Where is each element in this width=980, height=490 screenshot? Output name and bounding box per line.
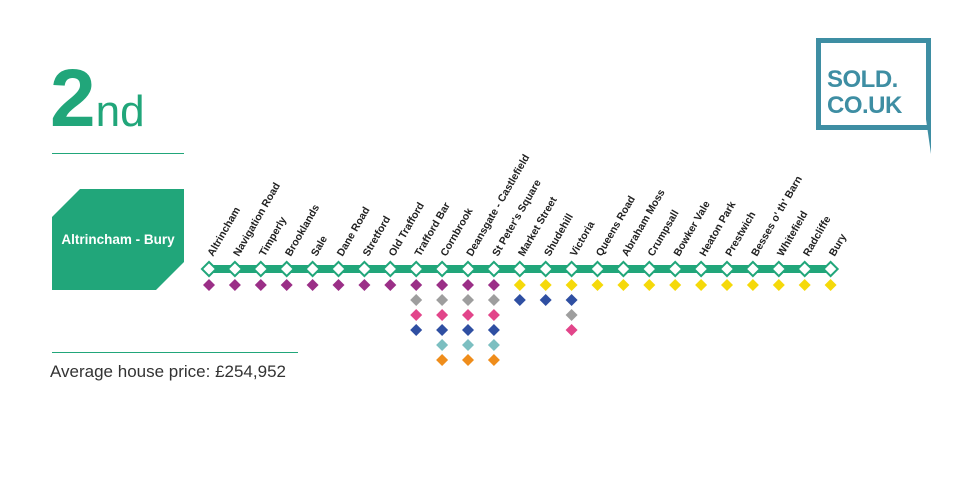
station-marker <box>744 260 762 278</box>
connection-yellow-marker <box>798 279 811 291</box>
connection-purple-marker <box>306 279 319 291</box>
station-marker <box>537 260 555 278</box>
connection-orange-marker <box>436 354 449 366</box>
connection-yellow-marker <box>695 279 708 291</box>
connection-orange-marker <box>487 354 500 366</box>
line-badge: Altrincham - Bury <box>52 189 184 290</box>
station-marker <box>770 260 788 278</box>
station-label: Bury <box>827 232 849 259</box>
station-marker <box>614 260 632 278</box>
connection-blue-marker <box>436 324 449 336</box>
connection-purple-marker <box>487 279 500 291</box>
rank-number: 2 <box>50 53 96 144</box>
connection-teal-marker <box>436 339 449 351</box>
connection-purple-marker <box>384 279 397 291</box>
connection-pink-marker <box>436 309 449 321</box>
connection-blue-marker <box>513 294 526 306</box>
station-marker <box>459 260 477 278</box>
station-marker <box>355 260 373 278</box>
connection-blue-marker <box>487 324 500 336</box>
connection-yellow-marker <box>643 279 656 291</box>
connection-purple-marker <box>228 279 241 291</box>
connection-teal-marker <box>462 339 474 351</box>
connection-blue-marker <box>462 324 474 336</box>
station-marker <box>822 260 840 278</box>
station-marker <box>433 260 451 278</box>
connection-purple-marker <box>410 279 423 291</box>
station-marker <box>511 260 529 278</box>
station-label: Sale <box>309 234 330 259</box>
station-marker <box>381 260 399 278</box>
station-marker <box>330 260 347 278</box>
station-marker <box>226 260 244 278</box>
connection-yellow-marker <box>772 279 785 291</box>
connection-yellow-marker <box>617 279 630 291</box>
connection-pink-marker <box>565 324 578 336</box>
price-divider <box>52 352 298 353</box>
connection-purple-marker <box>436 279 449 291</box>
station-marker <box>796 260 814 278</box>
connection-blue-marker <box>410 324 423 336</box>
connection-purple-marker <box>358 279 371 291</box>
station-marker <box>692 260 710 278</box>
station-marker <box>563 260 581 278</box>
station-marker <box>252 260 270 278</box>
logo-frame <box>816 38 931 130</box>
connection-yellow-marker <box>513 279 526 291</box>
logo-line-2: CO.UK <box>827 92 902 119</box>
station-marker <box>718 260 736 278</box>
connection-yellow-marker <box>565 279 578 291</box>
station-marker <box>640 260 658 278</box>
connection-yellow-marker <box>539 279 552 291</box>
connection-purple-marker <box>203 279 215 291</box>
average-house-price: Average house price: £254,952 <box>50 362 286 381</box>
connection-orange-marker <box>462 354 474 366</box>
connection-yellow-marker <box>824 279 837 291</box>
connection-purple-marker <box>462 279 474 291</box>
connection-gray-marker <box>565 309 578 321</box>
station-marker <box>589 260 606 278</box>
connection-purple-marker <box>332 279 345 291</box>
connection-gray-marker <box>410 294 423 306</box>
sold-logo: SOLD. CO.UK <box>816 38 936 156</box>
station-marker <box>278 260 296 278</box>
connection-pink-marker <box>462 309 474 321</box>
connection-teal-marker <box>487 339 500 351</box>
rank-heading: 2nd <box>50 58 145 140</box>
connection-blue-marker <box>539 294 552 306</box>
rank-suffix: nd <box>95 87 145 136</box>
connection-pink-marker <box>410 309 423 321</box>
logo-line-1: SOLD. <box>827 66 898 93</box>
logo-frame-tail <box>926 38 931 154</box>
connection-purple-marker <box>280 279 293 291</box>
connection-yellow-marker <box>669 279 682 291</box>
station-marker <box>485 260 503 278</box>
logo-text: SOLD. CO.UK <box>827 67 902 119</box>
connection-blue-marker <box>565 294 578 306</box>
connection-yellow-marker <box>721 279 733 291</box>
connection-gray-marker <box>462 294 474 306</box>
station-marker <box>407 260 425 278</box>
station-marker <box>200 260 218 278</box>
connection-gray-marker <box>436 294 449 306</box>
connection-pink-marker <box>487 309 500 321</box>
connection-purple-marker <box>254 279 267 291</box>
connection-gray-marker <box>487 294 500 306</box>
line-name: Altrincham - Bury <box>61 232 175 247</box>
station-marker <box>304 260 322 278</box>
connection-yellow-marker <box>591 279 604 291</box>
connection-yellow-marker <box>746 279 759 291</box>
heading-divider <box>52 153 184 154</box>
station-marker <box>666 260 684 278</box>
